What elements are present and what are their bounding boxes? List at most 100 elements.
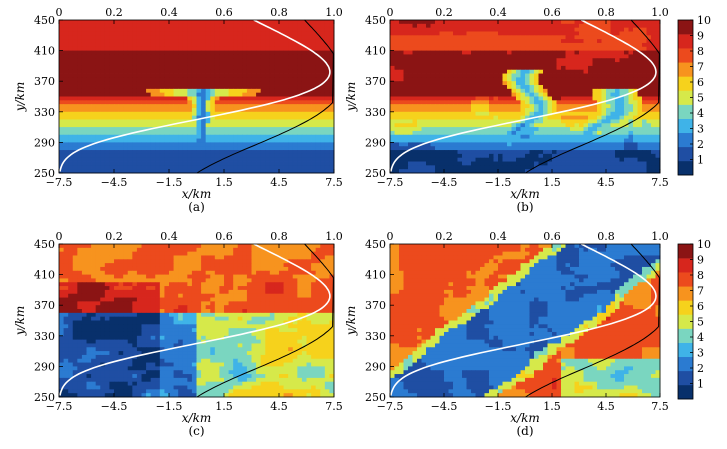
heatmap-cell	[565, 142, 571, 147]
heatmap-cell	[311, 46, 317, 52]
heatmap-cell	[565, 127, 571, 132]
heatmap-cell	[265, 247, 271, 253]
heatmap-cell	[205, 88, 211, 94]
heatmap-cell	[637, 130, 643, 136]
heatmap-cell	[228, 65, 234, 71]
heatmap-cell	[642, 119, 647, 124]
heatmap-cell	[283, 92, 289, 97]
heatmap-cell	[565, 130, 571, 136]
heatmap-cell	[619, 65, 625, 71]
heatmap-cell	[520, 50, 526, 55]
heatmap-cell	[430, 46, 436, 52]
heatmap-cell	[592, 146, 598, 151]
heatmap-cell	[538, 107, 544, 113]
heatmap-cell	[610, 73, 616, 78]
heatmap-cell	[655, 42, 661, 48]
heatmap-cell	[68, 119, 74, 124]
heatmap-cell	[457, 42, 463, 48]
heatmap-cell	[91, 69, 97, 74]
heatmap-cell	[269, 85, 275, 90]
heatmap-cell	[633, 115, 638, 120]
heatmap-cell	[91, 85, 97, 90]
heatmap-cell	[68, 157, 74, 162]
heatmap-cell	[561, 107, 566, 113]
heatmap-cell	[104, 119, 110, 124]
heatmap-cell	[118, 69, 124, 74]
heatmap-cell	[484, 127, 490, 132]
heatmap-cell	[182, 92, 188, 97]
heatmap-cell	[583, 81, 589, 86]
heatmap-cell	[592, 85, 598, 90]
heatmap-cell	[219, 69, 225, 74]
heatmap-cell	[606, 123, 611, 128]
heatmap-cell	[164, 161, 170, 166]
heatmap-cell	[306, 31, 312, 36]
heatmap-cell	[269, 165, 275, 170]
heatmap-cell	[507, 27, 512, 32]
heatmap-cell	[324, 111, 330, 117]
heatmap-cell	[484, 104, 490, 109]
heatmap-cell	[59, 54, 64, 59]
heatmap-cell	[592, 150, 598, 155]
heatmap-cell	[251, 88, 257, 94]
heatmap-cell	[646, 42, 652, 48]
heatmap-cell	[601, 35, 607, 40]
heatmap-cell	[123, 153, 129, 159]
heatmap-cell	[583, 77, 589, 82]
heatmap-cell	[311, 81, 317, 86]
heatmap-cell	[265, 119, 271, 124]
heatmap-cell	[196, 69, 202, 74]
heatmap-cell	[324, 50, 330, 55]
heatmap-cell	[164, 23, 170, 29]
heatmap-cell	[552, 104, 557, 109]
heatmap-cell	[462, 39, 467, 44]
heatmap-cell	[642, 54, 647, 59]
heatmap-cell	[511, 50, 517, 55]
heatmap-cell	[77, 111, 83, 117]
heatmap-cell	[498, 100, 503, 105]
heatmap-cell	[118, 65, 124, 71]
heatmap-cell	[421, 130, 427, 136]
heatmap-cell	[552, 153, 557, 159]
heatmap-cell	[196, 244, 202, 249]
heatmap-cell	[169, 31, 174, 36]
heatmap-cell	[297, 244, 303, 249]
heatmap-cell	[224, 247, 229, 253]
heatmap-cell	[471, 142, 476, 147]
heatmap-cell	[417, 111, 422, 117]
heatmap-cell	[155, 146, 161, 151]
heatmap-cell	[646, 31, 652, 36]
heatmap-cell	[301, 23, 307, 29]
heatmap-cell	[480, 85, 485, 90]
heatmap-cell	[435, 130, 440, 136]
heatmap-cell	[516, 62, 521, 67]
heatmap-cell	[498, 23, 503, 29]
heatmap-cell	[435, 92, 440, 97]
heatmap-cell	[219, 27, 225, 32]
heatmap-cell	[214, 65, 220, 71]
heatmap-cell	[493, 65, 499, 71]
heatmap-cell	[412, 54, 418, 59]
heatmap-cell	[315, 73, 321, 78]
heatmap-cell	[324, 119, 330, 124]
heatmap-cell	[114, 23, 119, 29]
heatmap-cell	[91, 153, 97, 159]
heatmap-cell	[601, 157, 607, 162]
heatmap-cell	[651, 27, 656, 32]
heatmap-cell	[421, 23, 427, 29]
heatmap-cell	[187, 150, 193, 155]
heatmap-cell	[288, 35, 294, 40]
heatmap-cell	[288, 92, 294, 97]
heatmap-cell	[214, 142, 220, 147]
heatmap-cell	[448, 54, 454, 59]
heatmap-cell	[511, 46, 517, 52]
heatmap-cell	[466, 161, 472, 166]
heatmap-cell	[159, 153, 165, 159]
heatmap-cell	[77, 100, 83, 105]
heatmap-cell	[59, 115, 64, 120]
heatmap-cell	[511, 73, 517, 78]
heatmap-cell	[489, 85, 494, 90]
heatmap-cell	[574, 62, 580, 67]
heatmap-cell	[237, 39, 243, 44]
heatmap-cell	[169, 111, 174, 117]
